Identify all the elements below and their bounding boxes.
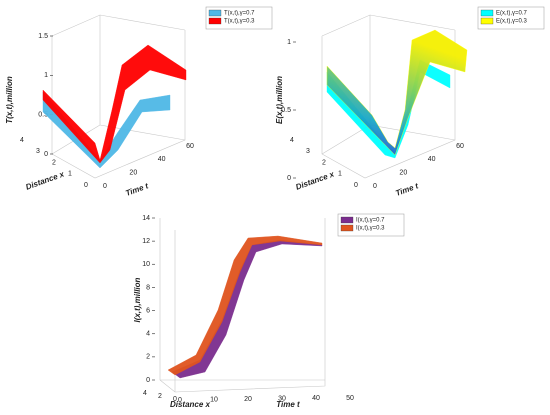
x-tick-label: 2 (158, 393, 162, 400)
z-tick-label: 0 (146, 377, 150, 384)
surface (326, 29, 468, 156)
x-tick-label: 4 (20, 137, 24, 144)
legend-label: E(x,t),γ=0.7 (496, 11, 528, 17)
z-tick-label: 0 (287, 175, 291, 182)
legend-swatch (480, 9, 494, 17)
t-tick-label: 20 (129, 170, 137, 177)
z-tick-label: 4 (146, 331, 150, 338)
legend-box (337, 213, 405, 237)
legend-swatch (208, 17, 222, 25)
x-tick-label: 2 (322, 159, 326, 166)
z-tick-label: 12 (142, 238, 150, 245)
x-tick-label: 0 (354, 182, 358, 189)
z-tick-label: 0.5 (38, 112, 48, 119)
axis-box (321, 14, 456, 179)
surface (167, 235, 323, 376)
z-tick-label: 0 (44, 151, 48, 158)
t-axis-label: Time t (394, 181, 419, 198)
t-tick-label: 30 (278, 396, 286, 403)
x-tick-label: 0 (84, 182, 88, 189)
x-tick-label: 4 (143, 390, 147, 397)
axis-box (51, 14, 186, 179)
z-tick-label: 1 (44, 72, 48, 79)
t-tick-label: 0 (178, 397, 182, 404)
axis-box (159, 218, 326, 393)
t-tick-label: 0 (103, 183, 107, 190)
z-tick-label: 1.5 (38, 33, 48, 40)
z-axis-label: E(x,t),million (275, 76, 284, 124)
legend-swatch (340, 216, 354, 224)
legend-swatch (340, 224, 354, 232)
t-tick-label: 40 (428, 156, 436, 163)
legend-label: T(x,t),γ=0.7 (224, 11, 255, 17)
legend-label: I(x,t),γ=0.7 (356, 218, 385, 224)
t-tick-label: 20 (244, 396, 252, 403)
x-tick-label: 3 (306, 148, 310, 155)
t-tick-label: 50 (346, 395, 354, 402)
x-tick-label: 1 (68, 171, 72, 178)
x-axis-label: Distance x (295, 169, 336, 191)
t-tick-label: 40 (158, 156, 166, 163)
t-tick-label: 60 (456, 143, 464, 150)
x-tick-label: 4 (290, 137, 294, 144)
legend-box (477, 6, 545, 30)
t-tick-label: 60 (186, 143, 194, 150)
t-tick-label: 20 (399, 170, 407, 177)
t-axis-label: Time t (276, 400, 300, 409)
x-tick-label: 1 (338, 171, 342, 178)
x-axis-label: Distance x (170, 400, 211, 409)
t-tick-label: 10 (210, 396, 218, 403)
surface (42, 44, 187, 164)
legend-swatch (480, 17, 494, 25)
x-tick-label: 0 (173, 396, 177, 403)
t-tick-label: 0 (373, 183, 377, 190)
x-tick-label: 2 (52, 159, 56, 166)
z-axis-label: I(x,t),million (133, 277, 142, 322)
z-tick-label: 0.5 (281, 107, 291, 114)
legend-box (205, 6, 273, 30)
t-tick-label: 40 (312, 395, 320, 402)
z-tick-label: 2 (146, 354, 150, 361)
z-tick-label: 8 (146, 284, 150, 291)
legend-label: E(x,t),γ=0.3 (496, 19, 528, 25)
z-tick-label: 10 (142, 261, 150, 268)
z-tick-label: 1 (287, 39, 291, 46)
z-axis-label: T(x,t),million (5, 76, 14, 124)
surface (42, 91, 171, 169)
x-tick-label: 3 (36, 148, 40, 155)
legend-label: T(x,t),γ=0.3 (224, 19, 255, 25)
z-tick-label: 6 (146, 307, 150, 314)
z-tick-label: 14 (142, 215, 150, 222)
legend-swatch (208, 9, 222, 17)
x-axis-label: Distance x (25, 169, 66, 191)
legend-label: I(x,t),γ=0.3 (356, 226, 385, 232)
t-axis-label: Time t (124, 181, 149, 198)
